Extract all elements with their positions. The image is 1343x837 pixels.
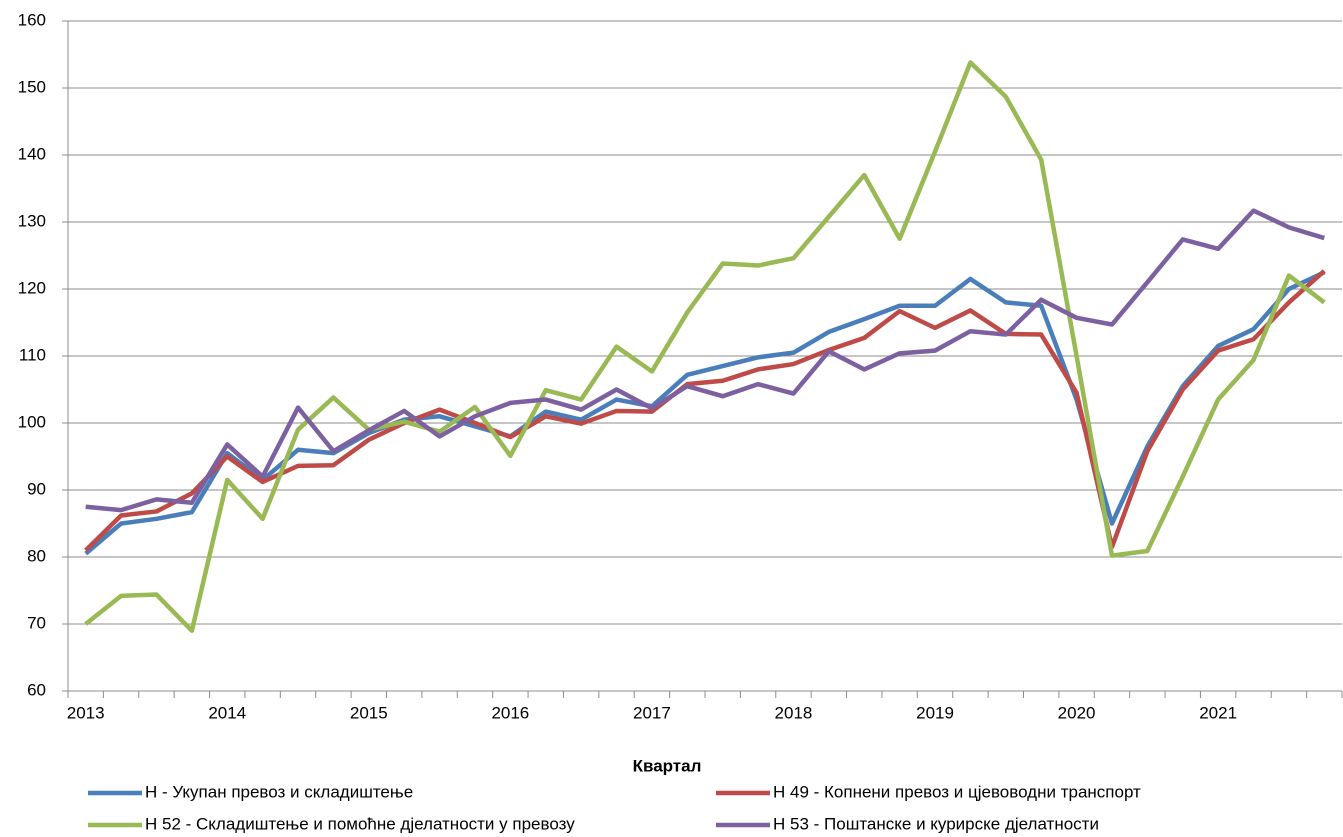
x-tick-label: 2014 <box>208 703 246 722</box>
y-tick-label: 80 <box>27 546 46 565</box>
x-tick-label: 2017 <box>633 703 671 722</box>
y-tick-label: 150 <box>18 77 46 96</box>
x-tick-label: 2019 <box>916 703 954 722</box>
y-tick-label: 60 <box>27 680 46 699</box>
y-tick-label: 110 <box>19 345 46 364</box>
x-tick-label: 2020 <box>1058 703 1096 722</box>
y-tick-label: 120 <box>18 278 46 297</box>
x-tick-label: 2013 <box>67 703 105 722</box>
x-axis-title: Квартал <box>633 756 702 775</box>
x-tick-label: 2015 <box>350 703 388 722</box>
legend-label: Н 49 - Копнени превоз и цјевоводни транс… <box>773 782 1141 801</box>
x-tick-label: 2018 <box>775 703 813 722</box>
y-tick-label: 100 <box>18 412 46 431</box>
series-line <box>84 60 1326 633</box>
legend-label: Н 52 - Складиштење и помоћне дјелатности… <box>145 814 575 833</box>
legend-label: Н 53 - Поштанске и курирске дјелатности <box>773 814 1099 833</box>
y-tick-label: 140 <box>18 144 46 163</box>
legend-label: Н - Укупан превоз и складиштење <box>145 782 413 801</box>
x-tick-label: 2021 <box>1199 703 1237 722</box>
series-line <box>84 269 1326 552</box>
y-tick-label: 70 <box>27 613 46 632</box>
series-line <box>84 270 1326 556</box>
y-tick-label: 160 <box>18 10 46 29</box>
y-tick-label: 130 <box>18 211 46 230</box>
x-tick-label: 2016 <box>491 703 529 722</box>
series-line <box>85 208 1325 513</box>
y-tick-label: 90 <box>27 479 46 498</box>
